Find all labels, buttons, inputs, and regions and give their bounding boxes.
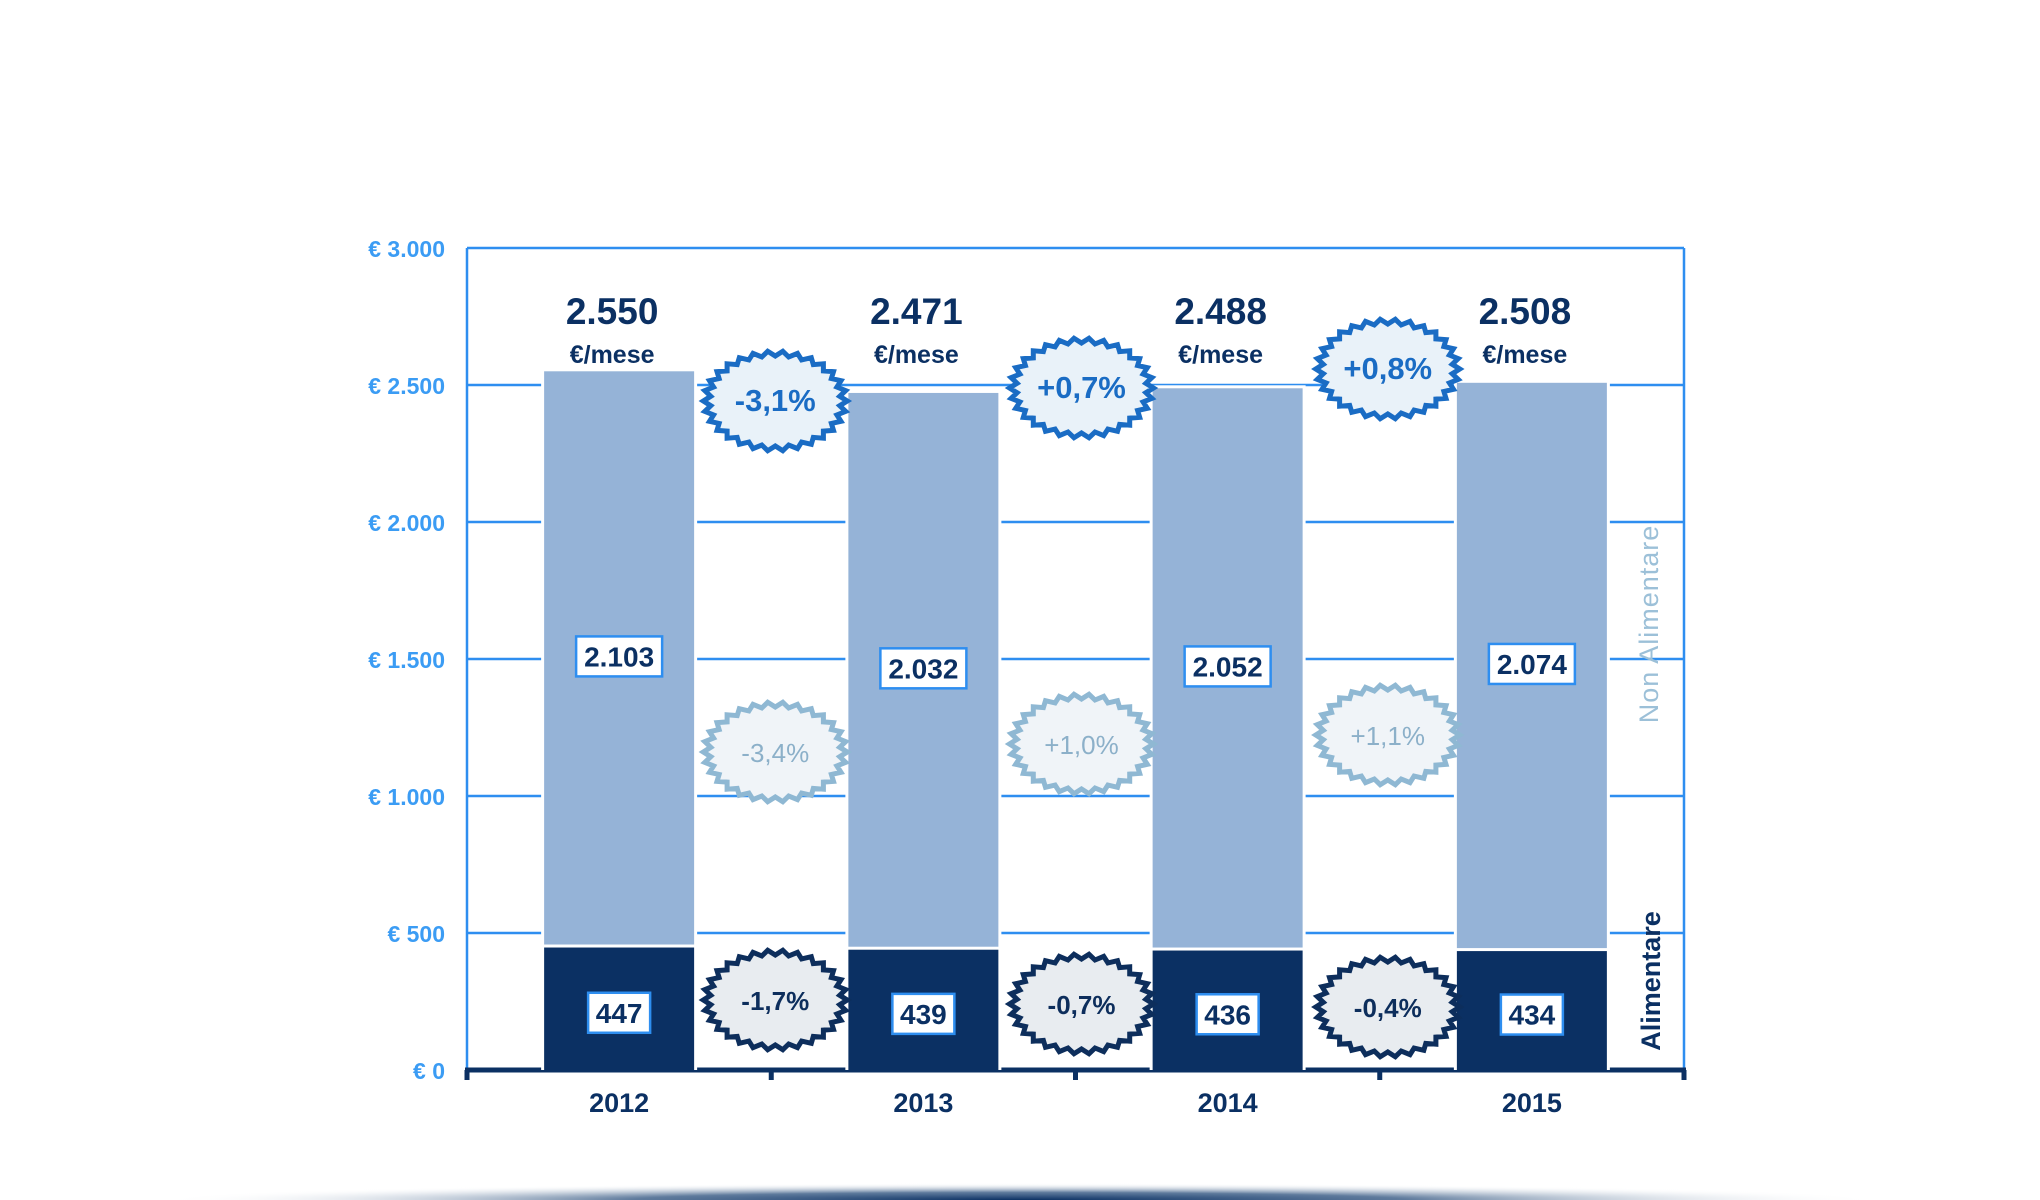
y-tick-label: € 0 [413, 1058, 445, 1084]
change-badge-total: +0,8% [1343, 351, 1432, 386]
legend-non-alimentare: Non Alimentare [1634, 525, 1664, 724]
data-label-alimentare-box [891, 992, 956, 1036]
change-badge-alimentare-shape [1004, 951, 1159, 1057]
data-label-alimentare: 447 [596, 998, 643, 1029]
data-label-alimentare: 436 [1204, 999, 1251, 1030]
x-tick-label: 2013 [893, 1088, 953, 1118]
data-label-non-alimentare: 2.074 [1497, 649, 1567, 680]
change-badge-non-alimentare-shape [1004, 691, 1159, 797]
change-badge-non-alimentare: +1,0% [1044, 730, 1118, 760]
data-label-alimentare: 439 [900, 999, 947, 1030]
y-tick-label: € 2.500 [368, 373, 445, 399]
data-label-alimentare-box [1499, 993, 1565, 1036]
total-label: 2.508 [1479, 291, 1572, 332]
change-badge-alimentare-shape [1311, 954, 1465, 1060]
data-label-non-alimentare: 2.052 [1193, 651, 1263, 682]
data-label-non-alimentare-box [879, 647, 968, 690]
bottom-glow [160, 1030, 1880, 1200]
change-badge-non-alimentare: -3,4% [741, 738, 809, 768]
data-label-non-alimentare-box [1183, 645, 1272, 688]
y-tick-label: € 500 [387, 921, 445, 947]
total-unit: €/mese [874, 341, 959, 369]
change-badge-alimentare: -1,7% [741, 986, 809, 1016]
x-tick-label: 2014 [1198, 1088, 1258, 1118]
change-badge-alimentare: -0,7% [1048, 990, 1116, 1020]
y-tick-label: € 1.000 [368, 784, 445, 810]
change-badge-total-shape [1004, 335, 1159, 441]
change-badge-non-alimentare-shape [698, 699, 853, 805]
data-label-non-alimentare-box [1487, 642, 1577, 686]
change-badge-total: +0,7% [1037, 370, 1126, 405]
x-tick-label: 2015 [1502, 1088, 1562, 1118]
change-badge-total-shape [1311, 316, 1465, 422]
data-label-alimentare-box [1195, 993, 1260, 1036]
legend-alimentare: Alimentare [1636, 911, 1666, 1051]
data-label-non-alimentare: 2.032 [888, 653, 958, 684]
change-badge-alimentare-shape [698, 947, 853, 1053]
data-label-non-alimentare-box [574, 635, 664, 678]
total-unit: €/mese [1482, 341, 1567, 369]
change-badge-alimentare: -0,4% [1354, 993, 1422, 1023]
total-unit: €/mese [570, 341, 655, 369]
y-tick-label: € 1.500 [368, 647, 445, 673]
y-tick-label: € 2.000 [368, 510, 445, 536]
change-badge-total: -3,1% [735, 383, 816, 418]
change-badge-non-alimentare: +1,1% [1351, 721, 1425, 751]
data-label-alimentare-box [586, 991, 652, 1035]
y-tick-label: € 3.000 [368, 236, 445, 262]
change-badge-non-alimentare-shape [1311, 682, 1465, 788]
total-label: 2.471 [870, 291, 963, 332]
data-label-alimentare: 434 [1509, 1000, 1556, 1031]
x-tick-label: 2012 [589, 1088, 649, 1118]
total-label: 2.488 [1174, 291, 1267, 332]
change-badge-total-shape [698, 348, 853, 454]
total-unit: €/mese [1178, 341, 1263, 369]
total-label: 2.550 [566, 291, 659, 332]
data-label-non-alimentare: 2.103 [584, 641, 654, 672]
